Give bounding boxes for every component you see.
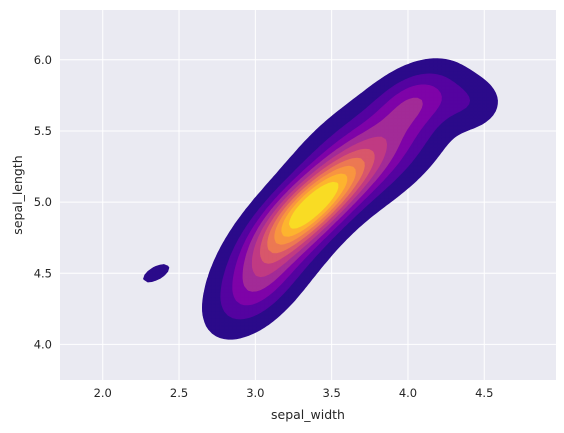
x-tick-labels: 2.0 2.5 3.0 3.5 4.0 4.5 — [94, 386, 494, 400]
x-tick-label: 3.5 — [323, 386, 341, 400]
y-tick-label: 5.0 — [34, 195, 52, 209]
gridlines — [60, 10, 556, 380]
y-tick-label: 5.5 — [34, 124, 52, 138]
density-level-10 — [288, 181, 339, 229]
x-tick-label: 3.0 — [246, 386, 264, 400]
y-tick-label: 6.0 — [34, 53, 52, 67]
x-tick-label: 4.5 — [475, 386, 493, 400]
y-tick-label: 4.5 — [34, 266, 52, 280]
density-contours — [143, 58, 498, 340]
x-tick-label: 4.0 — [399, 386, 417, 400]
x-tick-label: 2.5 — [170, 386, 188, 400]
y-axis-label: sepal_length — [10, 155, 25, 234]
x-axis-label: sepal_width — [271, 407, 345, 422]
x-tick-label: 2.0 — [94, 386, 112, 400]
y-tick-label: 4.0 — [34, 337, 52, 351]
y-tick-labels: 4.0 4.5 5.0 5.5 6.0 — [34, 53, 52, 352]
